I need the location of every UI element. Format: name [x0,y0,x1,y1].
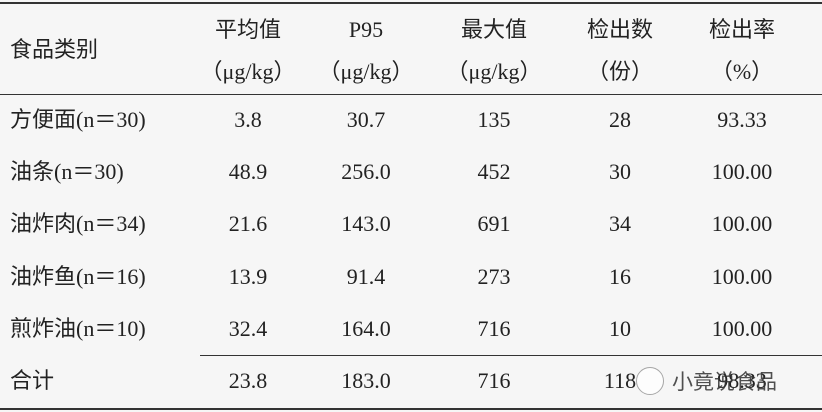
data-cell: 100.00 [711,159,773,184]
watermark: 小竟说食品 [636,366,777,396]
row-label: 煎炸油(n＝10) [10,316,146,341]
header-rule [0,94,822,95]
header-cell: （μg/kg） [318,59,414,84]
data-cell: 93.33 [717,107,767,132]
total-rule [200,355,822,356]
total-cell: 118 [603,368,637,393]
header-cell: （μg/kg） [200,59,296,84]
data-cell: 164.0 [341,316,391,341]
data-cell: 48.9 [228,159,268,184]
watermark-text: 小竟说食品 [672,370,777,394]
header-cell: （μg/kg） [446,59,542,84]
data-cell: 135 [477,107,511,132]
data-cell: 32.4 [228,316,268,341]
data-cell: 273 [477,264,511,289]
top-rule [0,2,822,4]
data-cell: 100.00 [711,264,773,289]
total-cell: 23.8 [228,368,268,393]
row-label: 油炸鱼(n＝16) [10,264,146,289]
data-cell: 100.00 [711,211,773,236]
header-cell: 食品类别 [10,37,99,62]
header-cell: 最大值 [460,17,528,42]
data-cell: 691 [477,211,511,236]
total-cell: 716 [477,368,511,393]
header-cell: 检出率 [708,17,776,42]
total-cell: 98.33 [717,368,767,393]
data-cell: 256.0 [341,159,391,184]
data-cell: 716 [477,316,511,341]
data-cell: 34 [609,211,631,236]
data-cell: 21.6 [228,211,268,236]
total-label: 合计 [10,368,55,393]
data-cell: 452 [477,159,511,184]
watermark-icon [636,367,664,395]
data-cell: 16 [609,264,631,289]
data-cell: 13.9 [228,264,268,289]
data-cell: 30 [609,159,631,184]
row-label: 方便面(n＝30) [10,107,146,132]
row-label: 油条(n＝30) [10,159,124,184]
header-cell: 检出数 [586,17,654,42]
header-cell: （份） [586,59,654,84]
header-cell: P95 [348,17,384,42]
row-label: 油炸肉(n＝34) [10,211,146,236]
data-cell: 28 [609,107,631,132]
data-cell: 30.7 [346,107,386,132]
header-cell: 平均值 [214,17,282,42]
header-cell: （%） [710,59,774,84]
data-cell: 91.4 [346,264,386,289]
data-cell: 10 [609,316,631,341]
data-cell: 143.0 [341,211,391,236]
data-cell: 3.8 [234,107,262,132]
bottom-rule [0,408,822,410]
data-cell: 100.00 [711,316,773,341]
total-cell: 183.0 [341,368,391,393]
